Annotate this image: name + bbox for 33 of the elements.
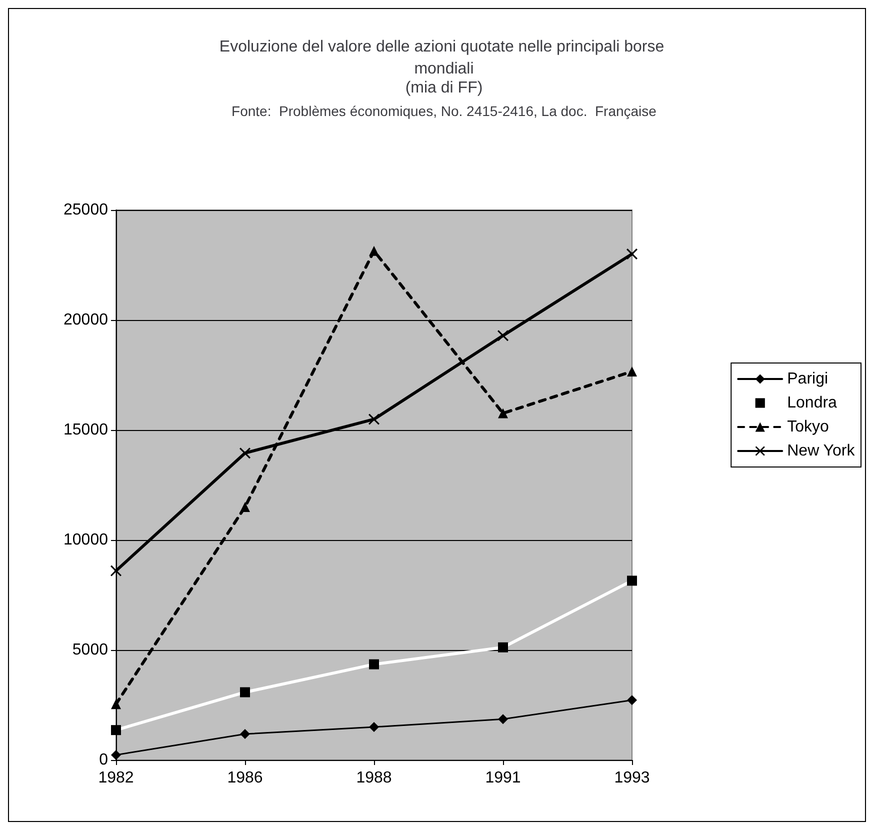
chart-subtitle: (mia di FF) [405,80,483,96]
x-tick-label: 1991 [485,770,521,786]
point [369,246,379,256]
point [240,448,250,459]
point [111,750,121,760]
source-note: Fonte: Problèmes économiques, No. 2415-2416, La doc. Française [232,103,657,119]
point [240,502,250,512]
y-tick-label: 15000 [64,422,108,438]
x-tick-label: 1986 [227,770,263,786]
x-tick-label: 1988 [356,770,392,786]
point [111,699,121,710]
x-tick-label: 1993 [614,770,650,786]
y-tick-label: 25000 [64,202,108,218]
y-tick-label: 0 [99,752,108,768]
y-tick-label: 5000 [72,642,108,658]
legend-label: New York [787,442,856,460]
point [626,248,638,260]
point [627,695,637,706]
point [110,565,122,576]
y-tick-label: 20000 [64,312,108,328]
point [369,722,379,732]
point [627,366,637,376]
y-tick-label: 10000 [64,532,108,548]
x-tick-label: 1982 [98,770,134,786]
point [240,729,250,740]
chart-title: Evoluzione del valore delle azioni quotate nelle principali borse mondiali [219,38,669,78]
point [498,408,508,418]
legend-label: Londra [787,394,838,412]
point [498,714,508,724]
point [498,330,508,342]
point [368,414,380,425]
legend-label: Parigi [787,370,828,388]
legend-label: Tokyo [787,418,830,436]
